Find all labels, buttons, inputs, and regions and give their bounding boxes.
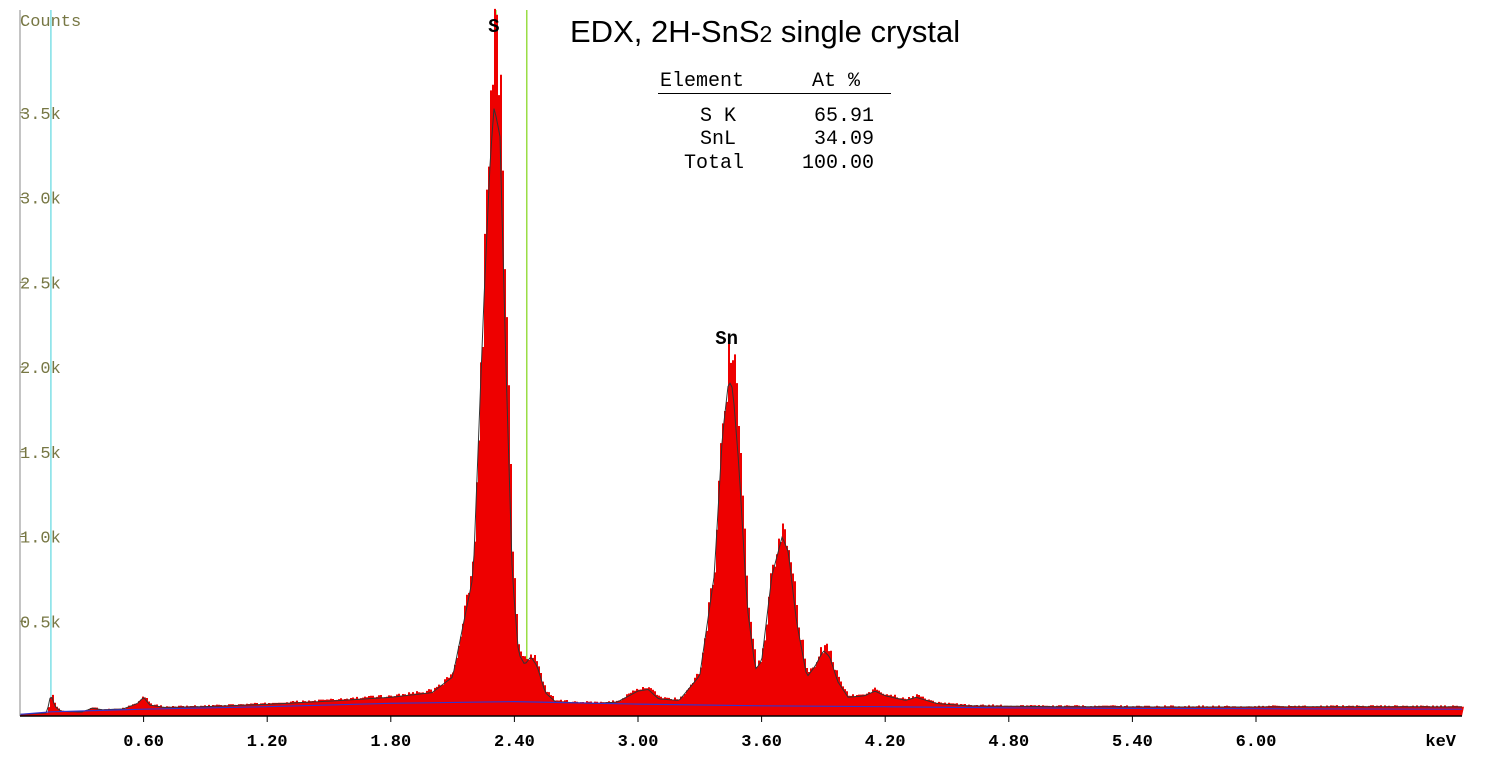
title-rest: single crystal bbox=[772, 14, 961, 49]
table-row-value: 100.00 bbox=[801, 152, 874, 175]
y-tick-label: 1.0k bbox=[20, 530, 61, 549]
peak-labels: S Sn bbox=[488, 16, 738, 350]
y-tick-label: 1.5k bbox=[20, 445, 61, 464]
table-row-element: S K bbox=[700, 105, 737, 128]
background-curve bbox=[19, 700, 1463, 715]
peak-label: Sn bbox=[715, 328, 738, 350]
y-tick-label: 3.0k bbox=[20, 191, 61, 210]
axes bbox=[19, 10, 1462, 717]
x-tick-label: 3.60 bbox=[741, 733, 782, 752]
spectrum-fill bbox=[20, 8, 1464, 716]
fit-line bbox=[19, 108, 1463, 715]
table-row-value: 34.09 bbox=[813, 128, 874, 151]
title-main: EDX, 2H-SnS bbox=[570, 14, 760, 49]
x-tick-label: 3.00 bbox=[618, 733, 659, 752]
x-tick-label: 0.60 bbox=[123, 733, 164, 752]
x-tick-label: 6.00 bbox=[1236, 733, 1277, 752]
x-tick-label: 1.80 bbox=[370, 733, 411, 752]
table-row-value: 65.91 bbox=[813, 105, 874, 128]
x-axis-ticks: 0.60 1.20 1.80 2.40 3.00 3.60 4.20 4.80 5.40 6.00… bbox=[123, 716, 1457, 752]
x-tick-label: 1.20 bbox=[247, 733, 288, 752]
element-marker-lines bbox=[50, 10, 528, 716]
y-axis-label: Counts bbox=[20, 13, 81, 32]
table-row-element: SnL bbox=[700, 128, 737, 151]
x-tick-label: 2.40 bbox=[494, 733, 535, 752]
chart-title: EDX, 2H-SnS2 single crystal bbox=[570, 14, 960, 50]
y-tick-label: 3.5k bbox=[20, 106, 61, 125]
fit-curve bbox=[19, 108, 1463, 715]
x-axis-label: keV bbox=[1425, 733, 1456, 752]
background-line bbox=[19, 700, 1463, 715]
peak-label: S bbox=[488, 16, 499, 38]
title-subscript: 2 bbox=[759, 21, 773, 47]
y-tick-label: 0.5k bbox=[20, 614, 61, 633]
x-tick-label: 4.20 bbox=[865, 733, 906, 752]
table-header-at-percent: At % bbox=[812, 70, 861, 93]
x-tick-label: 5.40 bbox=[1112, 733, 1153, 752]
y-axis-ticks: Counts 0.5k 1.0k 1.5k 2.0k 2.5k 3.0k 3.5k bbox=[20, 13, 81, 633]
table-header-rule bbox=[658, 93, 891, 94]
spectrum-area bbox=[20, 8, 1464, 716]
x-tick-label: 4.80 bbox=[988, 733, 1029, 752]
table-header-element: Element bbox=[660, 70, 745, 93]
table-row-element: Total bbox=[684, 152, 745, 175]
y-tick-label: 2.5k bbox=[20, 275, 61, 294]
y-tick-label: 2.0k bbox=[20, 360, 61, 379]
